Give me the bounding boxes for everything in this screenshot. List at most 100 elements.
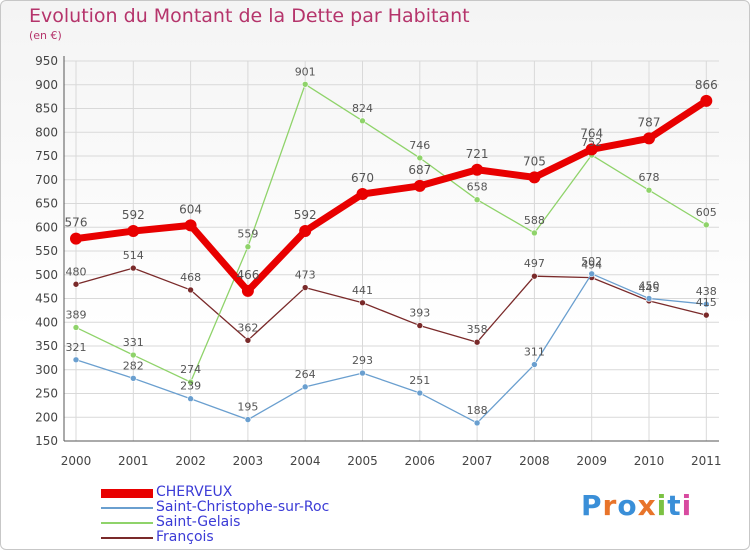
data-label: 362: [237, 321, 258, 334]
data-label: 687: [408, 163, 431, 177]
x-tick-label: 2001: [118, 454, 149, 468]
data-point: [127, 225, 140, 238]
data-label: 251: [409, 374, 430, 387]
data-label: 450: [639, 280, 660, 293]
data-point: [359, 299, 366, 307]
data-point: [244, 416, 252, 423]
y-tick-label: 350: [35, 339, 58, 353]
data-label: 293: [352, 354, 373, 367]
data-point: [130, 264, 137, 272]
data-point: [473, 338, 481, 346]
series-line-1: [75, 273, 707, 424]
proxiti-logo: Proxiti: [581, 489, 693, 522]
data-point: [702, 311, 710, 319]
data-point: [301, 284, 309, 291]
y-tick-label: 550: [35, 244, 58, 258]
x-tick-label: 2005: [347, 454, 378, 468]
data-label: 670: [351, 171, 374, 185]
series-line-2: [75, 83, 707, 383]
x-tick-label: 2009: [576, 454, 607, 468]
data-label: 787: [638, 115, 661, 129]
data-label: 658: [467, 181, 488, 194]
x-tick-label: 2000: [61, 454, 92, 468]
data-point: [531, 229, 538, 237]
data-point: [130, 351, 137, 359]
data-label: 468: [180, 271, 201, 284]
data-point: [531, 361, 538, 368]
data-label: 494: [581, 259, 602, 272]
data-point: [359, 117, 366, 125]
data-label: 393: [409, 307, 430, 320]
data-point: [473, 196, 481, 203]
x-tick-label: 2002: [175, 454, 206, 468]
y-tick-label: 450: [35, 292, 58, 306]
data-label: 588: [524, 214, 545, 227]
data-label: 239: [180, 380, 201, 393]
y-tick-label: 200: [35, 410, 58, 424]
chart-subtitle: (en €): [29, 29, 62, 42]
data-point: [416, 154, 424, 162]
legend-swatch: [101, 488, 153, 498]
x-tick-label: 2011: [691, 454, 722, 468]
series-layer: [70, 80, 713, 427]
data-label: 466: [236, 268, 259, 282]
data-label: 705: [523, 154, 546, 168]
data-label: 480: [66, 265, 87, 278]
data-point: [72, 280, 80, 288]
data-point: [241, 284, 254, 297]
y-tick-label: 800: [35, 125, 58, 139]
y-tick-label: 900: [35, 78, 58, 92]
data-point: [416, 389, 424, 397]
data-label: 389: [66, 308, 87, 321]
data-label: 188: [467, 404, 488, 417]
data-label: 576: [65, 216, 88, 230]
y-tick-label: 750: [35, 149, 58, 163]
data-label: 445: [639, 282, 660, 295]
data-point: [244, 336, 252, 344]
data-label: 321: [66, 341, 87, 354]
data-point: [187, 378, 194, 386]
legend-swatch: [101, 507, 153, 509]
data-label: 438: [696, 285, 717, 298]
legend-label: CHERVEUX: [156, 484, 233, 500]
x-tick-label: 2003: [233, 454, 264, 468]
y-tick-label: 500: [35, 268, 58, 282]
data-point: [588, 270, 596, 278]
grid-layer: [64, 60, 719, 442]
data-point: [585, 143, 598, 156]
series-line-3: [75, 267, 707, 343]
data-point: [645, 186, 653, 194]
data-label: 195: [237, 401, 258, 414]
data-label: 502: [581, 255, 602, 268]
data-point: [70, 232, 82, 245]
y-tick-label: 600: [35, 220, 58, 234]
data-label: 473: [295, 269, 316, 282]
data-point: [643, 132, 655, 145]
x-tick-label: 2010: [634, 454, 665, 468]
data-label-layer: 480 514 468 362 473 441 393 358 497 494 445 415 389 3…: [65, 65, 718, 417]
data-point: [531, 272, 538, 280]
data-label: 559: [237, 228, 258, 241]
data-point: [645, 295, 653, 302]
data-point: [702, 300, 710, 308]
data-label: 358: [467, 323, 488, 336]
y-tick-label: 250: [35, 387, 58, 401]
data-label: 605: [696, 206, 717, 219]
data-label: 866: [695, 78, 718, 92]
x-tick-label: 2006: [405, 454, 436, 468]
data-point: [130, 374, 137, 382]
x-tick-label: 2008: [519, 454, 550, 468]
data-label: 824: [352, 102, 373, 115]
axis-layer: 150 200 250 300 350 400 450 500 550 600 650 700 750 8…: [35, 54, 721, 468]
y-tick-label: 300: [35, 363, 58, 377]
data-label: 721: [466, 147, 489, 161]
data-label: 274: [180, 363, 201, 376]
data-point: [702, 221, 710, 229]
data-point: [471, 163, 484, 176]
data-label: 592: [294, 208, 317, 222]
y-tick-label: 700: [35, 173, 58, 187]
data-label: 282: [123, 359, 144, 372]
data-label: 331: [123, 336, 144, 349]
x-tick-label: 2004: [290, 454, 321, 468]
